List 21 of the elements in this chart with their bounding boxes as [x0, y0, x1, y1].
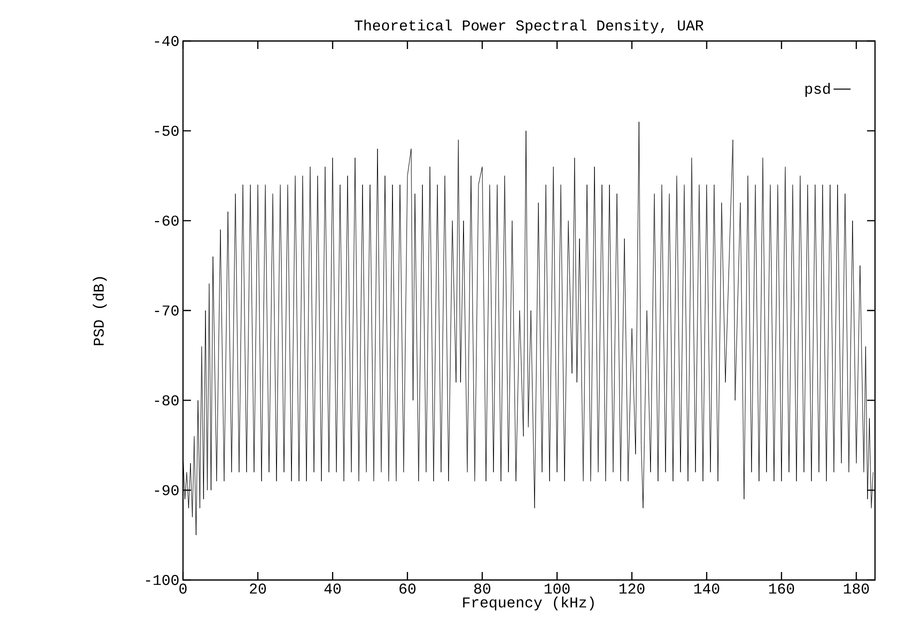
y-axis-title: PSD (dB) [92, 277, 107, 346]
chart-title: Theoretical Power Spectral Density, UAR [354, 20, 704, 34]
y-tick-label: -80 [155, 395, 179, 406]
legend-label: psd [805, 82, 830, 97]
y-tick-label: -100 [146, 574, 179, 586]
x-tick-label: 20 [250, 584, 266, 594]
x-tick-label: 60 [400, 584, 416, 594]
x-tick-label: 180 [844, 584, 869, 594]
x-tick-label: 80 [474, 584, 490, 594]
y-tick-label: -40 [155, 36, 179, 46]
y-tick-label: -70 [155, 305, 179, 316]
x-tick-label: 40 [324, 584, 341, 594]
x-tick-label: 120 [620, 584, 644, 594]
y-tick-label: -90 [155, 485, 179, 496]
y-tick-label: -50 [155, 126, 179, 136]
x-tick-label: 140 [694, 584, 720, 594]
x-tick-label: 0 [179, 584, 187, 594]
x-tick-label: 160 [769, 584, 794, 594]
x-axis-title: Frequency (kHz) [463, 596, 594, 610]
y-tick-label: -60 [155, 216, 179, 226]
x-tick-label: 100 [544, 584, 570, 594]
